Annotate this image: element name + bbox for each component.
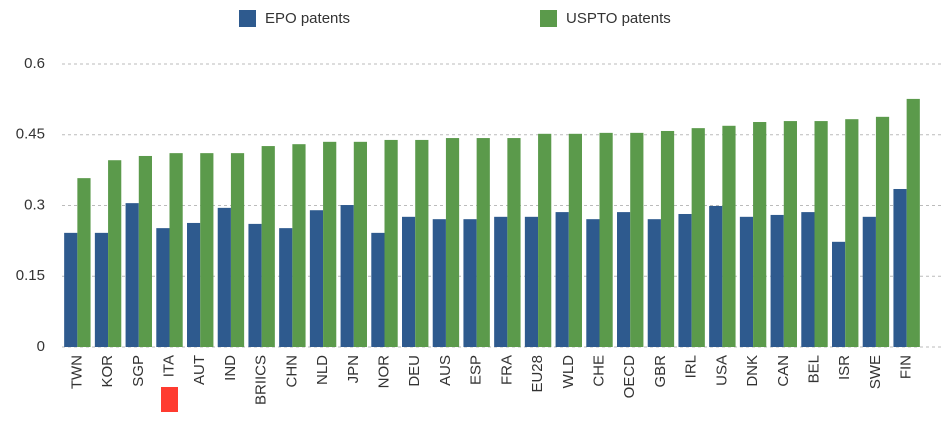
bar [845, 119, 858, 347]
bar [200, 153, 213, 347]
x-tick-label: ITA [160, 355, 177, 377]
bar [415, 140, 428, 347]
legend-swatch [239, 10, 256, 27]
x-tick-label: FRA [498, 355, 515, 385]
x-tick-label: SWE [867, 355, 884, 389]
x-tick-label: CHN [283, 355, 300, 388]
bar [525, 217, 538, 347]
x-tick-label: KOR [99, 355, 116, 388]
bar [139, 156, 152, 347]
bar [832, 242, 845, 347]
legend-swatch [540, 10, 557, 27]
legend-label: EPO patents [265, 10, 350, 27]
bar [784, 121, 797, 347]
bar [617, 212, 630, 347]
y-tick-label: 0.6 [24, 55, 45, 72]
bar [354, 142, 367, 347]
bar [170, 153, 183, 347]
x-tick-label: AUS [437, 355, 454, 386]
x-tick-label: GBR [652, 355, 669, 388]
y-tick-label: 0.45 [16, 126, 45, 143]
bar [385, 140, 398, 347]
bar [433, 219, 446, 347]
bar [722, 126, 735, 347]
bar [108, 160, 121, 347]
x-tick-label: IRL [683, 355, 700, 378]
bar [77, 178, 90, 347]
highlight-marker [161, 387, 178, 412]
x-tick-label: TWN [68, 355, 85, 389]
x-tick-label: WLD [560, 355, 577, 389]
x-tick-label: DNK [744, 355, 761, 387]
x-tick-label: JPN [345, 355, 362, 383]
bar [586, 219, 599, 347]
bar [463, 219, 476, 347]
bar [507, 138, 520, 347]
x-tick-label: ISR [836, 355, 853, 380]
bar [753, 122, 766, 347]
x-tick-label: IND [222, 355, 239, 381]
bar [907, 99, 920, 347]
y-tick-label: 0 [37, 338, 45, 355]
bar [262, 146, 275, 347]
bar [630, 133, 643, 347]
bar [341, 205, 354, 347]
bar [494, 217, 507, 347]
bar [279, 228, 292, 347]
bar [187, 223, 200, 347]
bar [709, 206, 722, 347]
bar [248, 224, 261, 347]
y-tick-label: 0.3 [24, 196, 45, 213]
bar [556, 212, 569, 347]
bar [64, 233, 77, 347]
x-tick-label: DEU [406, 355, 423, 387]
bar [692, 128, 705, 347]
bar [801, 212, 814, 347]
x-tick-label: NOR [375, 355, 392, 389]
x-tick-label: CAN [775, 355, 792, 387]
x-tick-label: BRIICS [253, 355, 270, 405]
x-tick-label: NLD [314, 355, 331, 385]
x-tick-label: OECD [621, 355, 638, 399]
x-tick-label: FIN [898, 355, 915, 379]
bar [156, 228, 169, 347]
bar [231, 153, 244, 347]
x-tick-label: AUT [191, 355, 208, 385]
bar [95, 233, 108, 347]
bar [310, 210, 323, 347]
bar [477, 138, 490, 347]
bar [402, 217, 415, 347]
bar [771, 215, 784, 347]
x-tick-label: ESP [468, 355, 485, 385]
x-tick-label: USA [713, 355, 730, 386]
bar [600, 133, 613, 347]
legend-label: USPTO patents [566, 10, 671, 27]
bar [569, 134, 582, 347]
bar [740, 217, 753, 347]
bar [218, 208, 231, 347]
bar [538, 134, 551, 347]
bar [815, 121, 828, 347]
x-tick-label: BEL [805, 355, 822, 383]
bar [292, 144, 305, 347]
bar [648, 219, 661, 347]
bar [126, 203, 139, 347]
bar [876, 117, 889, 347]
bar [863, 217, 876, 347]
bar [661, 131, 674, 347]
y-tick-label: 0.15 [16, 267, 45, 284]
x-tick-label: CHE [590, 355, 607, 387]
bar [446, 138, 459, 347]
x-tick-label: EU28 [529, 355, 546, 393]
x-tick-label: SGP [130, 355, 147, 387]
bar [678, 214, 691, 347]
bar [893, 189, 906, 347]
bar [323, 142, 336, 347]
bar [371, 233, 384, 347]
